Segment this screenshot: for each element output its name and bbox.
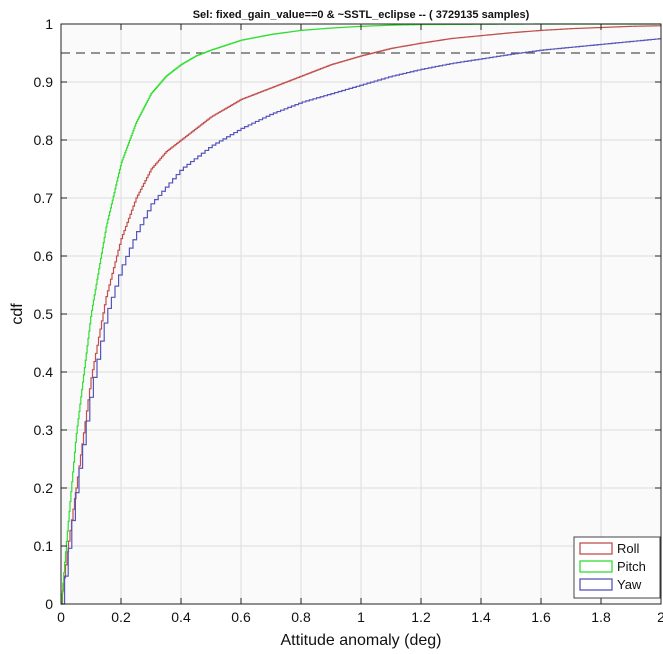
legend-label-yaw: Yaw <box>617 577 642 592</box>
legend-item-pitch[interactable]: Pitch <box>579 559 646 574</box>
y-tick-label: 0.3 <box>34 422 54 438</box>
y-axis-label: cdf <box>9 303 26 325</box>
x-tick-label: 1.4 <box>471 609 491 625</box>
x-tick-label: 1.6 <box>531 609 551 625</box>
y-tick-label: 0.2 <box>34 480 54 496</box>
ticks: 0 0.2 0.4 0.6 0.8 1 1.2 1.4 1.6 1.8 2 0 0.1 0.2 0.3 0.4… <box>34 16 663 625</box>
x-tick-label: 1.2 <box>411 609 431 625</box>
series-line-yaw <box>61 38 661 605</box>
x-axis-label: Attitude anomaly (deg) <box>281 632 442 649</box>
y-tick-label: 0.9 <box>34 74 54 90</box>
y-tick-label: 0.4 <box>34 364 54 380</box>
x-tick-label: 2 <box>657 609 663 625</box>
series-line-roll <box>61 25 662 605</box>
legend-swatch-pitch <box>579 560 613 573</box>
x-tick-label: 1.8 <box>591 609 611 625</box>
x-tick-label: 0.2 <box>111 609 131 625</box>
y-tick-label: 1 <box>45 16 53 32</box>
x-tick-label: 0.4 <box>171 609 191 625</box>
legend-label-roll: Roll <box>617 541 640 556</box>
x-tick-label: 0.6 <box>231 609 251 625</box>
y-tick-label: 0 <box>45 596 53 612</box>
y-tick-label: 0.6 <box>34 248 54 264</box>
legend-item-yaw[interactable]: Yaw <box>579 577 642 592</box>
y-tick-label: 0.7 <box>34 190 54 206</box>
x-tick-label: 0 <box>57 609 65 625</box>
y-tick-label: 0.1 <box>34 538 54 554</box>
y-tick-label: 0.8 <box>34 132 54 148</box>
legend-item-roll[interactable]: Roll <box>579 541 640 556</box>
legend-swatch-roll <box>579 542 613 555</box>
x-tick-label: 1 <box>357 609 365 625</box>
legend-label-pitch: Pitch <box>617 559 646 574</box>
y-tick-label: 0.5 <box>34 306 54 322</box>
grid <box>61 24 661 604</box>
chart-title: Sel: fixed_gain_value==0 & ~SSTL_eclipse… <box>193 9 530 21</box>
legend-swatch-yaw <box>579 578 613 591</box>
legend-box <box>573 536 661 599</box>
x-tick-label: 0.8 <box>291 609 311 625</box>
legend[interactable]: Roll Pitch Yaw <box>573 536 661 599</box>
